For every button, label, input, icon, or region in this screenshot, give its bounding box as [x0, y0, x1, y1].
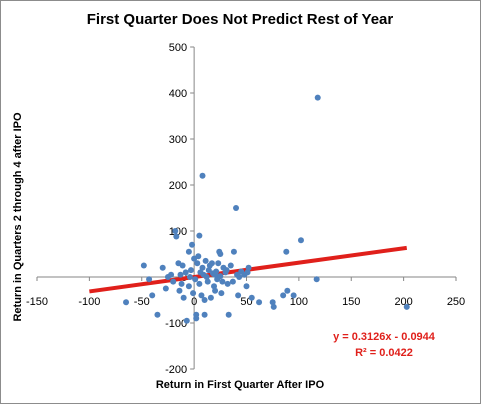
data-point [313, 276, 320, 283]
data-point [172, 228, 179, 234]
data-point [248, 294, 255, 301]
data-point [201, 297, 208, 303]
data-point [168, 271, 175, 278]
data-point [233, 205, 240, 211]
data-point [178, 280, 185, 287]
data-point [245, 264, 252, 271]
data-point [208, 260, 215, 267]
data-point [195, 253, 202, 260]
x-tick-label: 200 [394, 296, 412, 308]
data-point [218, 290, 225, 297]
data-point [185, 283, 192, 290]
data-point [159, 264, 166, 271]
data-point [193, 315, 200, 322]
data-point [146, 276, 153, 283]
data-point [236, 274, 243, 280]
data-point [213, 268, 220, 275]
data-point [149, 292, 156, 299]
data-point [199, 172, 206, 179]
data-point [269, 299, 276, 306]
data-point [290, 292, 297, 299]
data-point [283, 248, 290, 255]
data-point [182, 269, 189, 276]
trendline-equation: y = 0.3126x - 0.0944 [333, 331, 436, 343]
y-tick-label: 300 [169, 134, 187, 146]
data-point [212, 287, 219, 294]
chart-title: First Quarter Does Not Predict Rest of Y… [87, 11, 394, 28]
data-point [185, 248, 192, 255]
y-axis-title: Return in Quarters 2 through 4 after IPO [12, 112, 24, 321]
y-tick-label: -200 [165, 364, 187, 376]
data-point [225, 311, 232, 318]
data-point [190, 290, 197, 297]
data-point [204, 278, 211, 285]
data-point [270, 303, 277, 310]
data-point [196, 280, 203, 287]
x-tick-label: -100 [78, 296, 100, 308]
data-point [314, 94, 321, 101]
data-point [123, 299, 130, 306]
data-point [219, 278, 226, 285]
data-point [217, 251, 224, 257]
data-point [199, 264, 206, 271]
data-point [198, 292, 205, 299]
data-point [217, 273, 224, 280]
data-point [140, 262, 147, 269]
data-point [177, 271, 184, 278]
data-point [215, 260, 222, 267]
data-point [230, 248, 237, 255]
data-point [154, 311, 161, 318]
data-point [229, 278, 236, 285]
r-squared-label: R² = 0.0422 [355, 347, 413, 359]
y-axis: -200-1000100200300400500 [165, 42, 195, 376]
x-tick-label: -150 [26, 296, 48, 308]
x-tick-label: 100 [290, 296, 308, 308]
data-point [194, 260, 201, 267]
y-tick-label: 400 [169, 88, 187, 100]
data-point [205, 267, 212, 274]
y-tick-label: 200 [169, 180, 187, 192]
data-point [224, 280, 231, 287]
data-point [223, 267, 230, 274]
data-point [170, 278, 177, 285]
data-point [284, 287, 291, 294]
x-tick-label: 250 [447, 296, 465, 308]
data-point [162, 285, 169, 292]
data-point [243, 283, 250, 290]
x-axis-title: Return in First Quarter After IPO [156, 379, 325, 391]
data-point [207, 294, 214, 301]
data-point [176, 287, 183, 294]
data-point [180, 294, 187, 301]
data-point [403, 303, 410, 310]
data-point [179, 262, 186, 269]
x-tick-label: -50 [134, 296, 150, 308]
data-point [280, 292, 287, 299]
data-point [201, 311, 208, 318]
data-point [186, 274, 193, 280]
data-point [192, 276, 199, 283]
y-tick-label: -100 [165, 318, 187, 330]
data-point [235, 292, 242, 299]
data-points [123, 94, 410, 324]
data-point [256, 299, 263, 306]
y-tick-label: 500 [169, 42, 187, 54]
data-point [202, 257, 209, 264]
x-axis: -150 -100 -50 0 50 100 150 200 250 [26, 276, 465, 308]
data-point [187, 267, 194, 274]
data-point [183, 317, 190, 324]
data-point [203, 274, 210, 280]
data-point [173, 233, 180, 240]
data-point [297, 237, 304, 244]
x-tick-label: 150 [342, 296, 360, 308]
x-tick-label: 0 [191, 296, 197, 308]
data-point [244, 269, 251, 276]
data-point [211, 283, 218, 290]
data-point [196, 232, 203, 239]
data-point [227, 262, 234, 269]
data-point [189, 241, 196, 248]
